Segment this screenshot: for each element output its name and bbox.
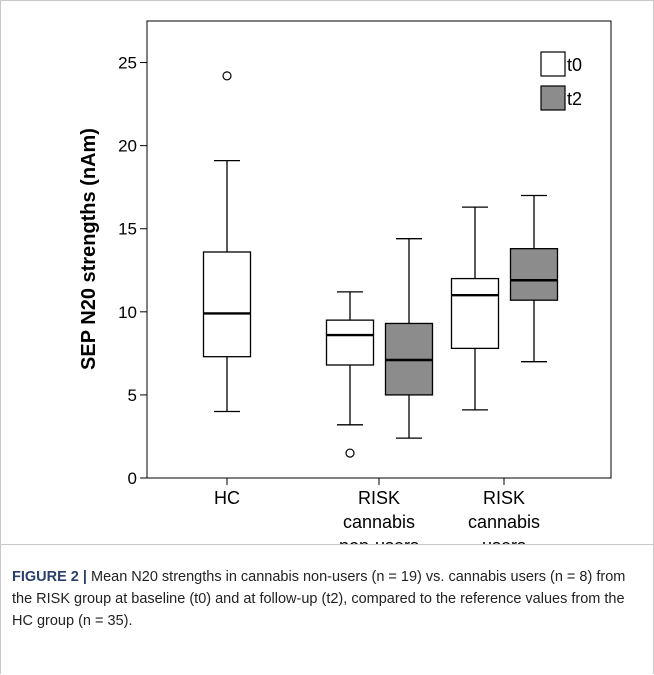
y-axis: 0 5 10 15 20 25 [118,54,147,488]
iqr-box [202,251,252,358]
boxes [202,71,559,458]
x-tick-label: RISK [358,488,400,508]
legend-label-t0: t0 [567,55,582,75]
x-axis: HC RISK cannabis non-users RISK cannabis users [214,478,540,545]
caption-divider [0,544,654,545]
box-t2 [509,194,559,363]
y-tick-label: 25 [118,54,137,73]
y-tick-label: 0 [128,469,137,488]
box-t0 [202,71,252,413]
x-tick-label: cannabis [468,512,540,532]
legend-swatch-t2 [540,85,566,111]
legend-swatch-t0 [540,51,566,77]
iqr-box [325,319,375,366]
box-t2 [384,238,434,439]
x-tick-label: cannabis [343,512,415,532]
caption-label: FIGURE 2 | [12,569,87,585]
boxplot-chart: 0 5 10 15 20 25 HC RISK cannabis non-users RISK ca… [78,20,612,545]
x-tick-label: non-users [339,536,419,545]
box-t0 [450,206,500,411]
outlier-point [345,448,355,458]
legend-label-t2: t2 [567,89,582,109]
x-tick-label: RISK [483,488,525,508]
figure-caption: FIGURE 2 | Mean N20 strengths in cannabi… [12,566,642,632]
caption-text: Mean N20 strengths in cannabis non-users… [12,569,626,629]
iqr-box [450,277,500,350]
box-t0 [325,291,375,458]
iqr-box [509,248,559,301]
outlier-point [222,71,232,81]
y-tick-label: 15 [118,220,137,239]
x-tick-label: HC [214,488,240,508]
legend: t0 t2 [540,51,582,111]
x-tick-label: users [482,536,526,545]
y-tick-label: 5 [128,386,137,405]
y-tick-label: 10 [118,303,137,322]
y-axis-label: SEP N20 strengths (nAm) [78,128,100,370]
y-tick-label: 20 [118,137,137,156]
